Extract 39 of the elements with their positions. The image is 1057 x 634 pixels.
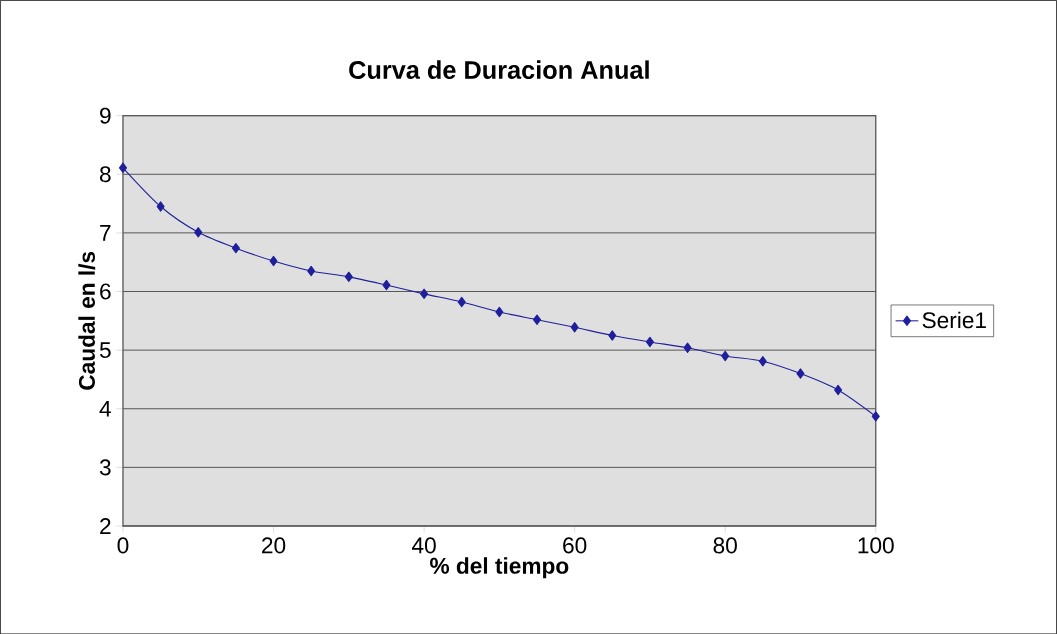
point bbox=[156, 201, 165, 212]
x-axis-title: % del tiempo bbox=[430, 557, 569, 579]
x-tick-label: 20 bbox=[262, 537, 286, 554]
x-tick-label: 100 bbox=[858, 537, 894, 554]
point bbox=[420, 288, 429, 299]
point bbox=[570, 321, 579, 333]
point bbox=[608, 330, 617, 341]
point bbox=[645, 336, 654, 347]
y-tick-label: 3 bbox=[99, 459, 111, 476]
x-tick-label: 0 bbox=[117, 537, 129, 554]
y-tick-label: 9 bbox=[100, 107, 111, 124]
chart-title: Curva de Duracion Anual bbox=[349, 60, 649, 79]
y-tick-label: 5 bbox=[99, 342, 111, 358]
x-tick-label: 40 bbox=[412, 537, 436, 554]
point bbox=[344, 271, 353, 282]
x-tick-label: 80 bbox=[713, 537, 737, 554]
point bbox=[796, 368, 805, 379]
point bbox=[834, 384, 843, 396]
point bbox=[457, 296, 466, 308]
y-tick-label: 7 bbox=[100, 224, 111, 241]
x-tick-label: 60 bbox=[563, 537, 587, 554]
point bbox=[758, 355, 767, 367]
point bbox=[118, 162, 128, 173]
point bbox=[307, 265, 316, 277]
y-tick-label: 6 bbox=[100, 283, 111, 300]
legend-label: Serie1 bbox=[922, 311, 986, 329]
point bbox=[382, 279, 391, 291]
y-tick-label: 8 bbox=[99, 166, 111, 183]
point bbox=[495, 306, 504, 318]
point bbox=[194, 226, 203, 238]
y-axis-title: Caudal en l/s bbox=[78, 251, 96, 390]
point bbox=[532, 314, 542, 325]
point bbox=[871, 411, 880, 422]
point bbox=[683, 342, 692, 353]
point bbox=[269, 255, 278, 267]
y-tick-label: 4 bbox=[99, 400, 111, 417]
point bbox=[721, 350, 730, 362]
y-tick-label: 2 bbox=[100, 517, 111, 534]
point bbox=[231, 242, 240, 254]
